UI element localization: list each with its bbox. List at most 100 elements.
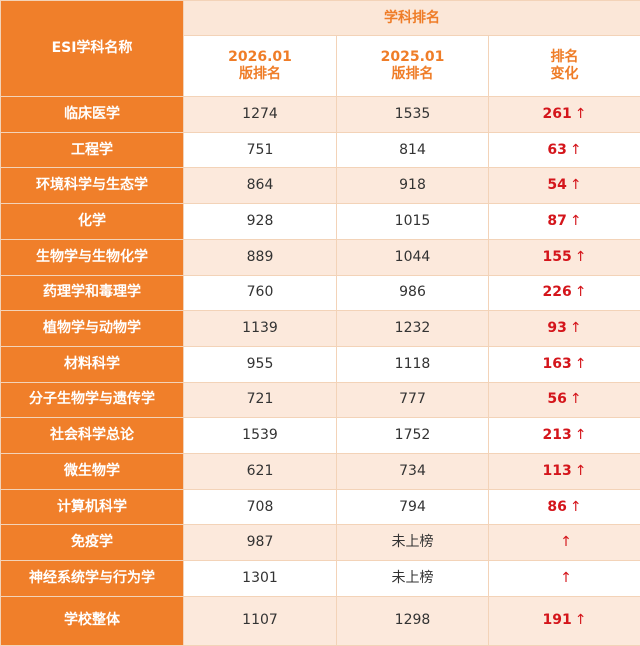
table-row: 材料科学 955 1118 163 ↑ [0, 345, 640, 383]
rank-change-value: 87 [547, 212, 567, 229]
arrow-up-icon: ↑ [574, 248, 587, 265]
rank-2026-cell: 864 [183, 167, 337, 205]
subject-name-cell: 工程学 [0, 131, 184, 169]
table-row: 计算机科学 708 794 86 ↑ [0, 488, 640, 526]
arrow-up-icon: ↑ [574, 427, 587, 444]
header-rank-change: 排名 变化 [488, 35, 640, 97]
rank-2025-cell: 1535 [336, 96, 489, 133]
arrow-up-icon: ↑ [569, 320, 582, 337]
rank-change-cell: 113 ↑ [488, 453, 640, 490]
table-row: 分子生物学与遗传学 721 777 56 ↑ [0, 381, 640, 419]
rank-2025-cell: 未上榜 [336, 524, 489, 562]
table-row: 环境科学与生态学 864 918 54 ↑ [0, 167, 640, 205]
rank-change-value: 226 [542, 284, 572, 301]
table-row: 临床医学 1274 1535 261 ↑ [0, 96, 640, 133]
rank-change-cell: ↑ [488, 524, 640, 562]
rank-2026-cell: 621 [183, 453, 337, 490]
rank-change-cell: 56 ↑ [488, 381, 640, 419]
header-rank-2026: 2026.01 版排名 [183, 35, 337, 97]
rank-2025-cell: 794 [336, 488, 489, 526]
rank-change-cell: ↑ [488, 560, 640, 597]
rank-2026-cell: 751 [183, 131, 337, 169]
arrow-up-icon: ↑ [569, 498, 582, 515]
rank-2026-cell: 1539 [183, 417, 337, 455]
rank-2026-cell: 889 [183, 238, 337, 276]
arrow-up-icon: ↑ [574, 105, 587, 122]
rank-2026-cell: 1301 [183, 560, 337, 597]
rank-2025-cell: 777 [336, 381, 489, 419]
header-rank-2026-label: 版排名 [239, 66, 281, 82]
table-row: 生物学与生物化学 889 1044 155 ↑ [0, 238, 640, 276]
rank-change-cell: 155 ↑ [488, 238, 640, 276]
subject-name-cell: 神经系统学与行为学 [0, 560, 184, 597]
rank-2026-cell: 760 [183, 274, 337, 312]
rank-change-cell: 63 ↑ [488, 131, 640, 169]
rank-change-value: 63 [547, 141, 567, 158]
subject-name-cell: 环境科学与生态学 [0, 167, 184, 205]
rank-2025-cell: 986 [336, 274, 489, 312]
rank-change-value: 56 [547, 391, 567, 408]
table-row: 工程学 751 814 63 ↑ [0, 131, 640, 169]
subject-name-cell: 临床医学 [0, 96, 184, 133]
rank-change-value: 191 [542, 612, 572, 629]
rank-change-cell: 86 ↑ [488, 488, 640, 526]
subject-name-cell: 微生物学 [0, 453, 184, 490]
rank-change-cell: 93 ↑ [488, 310, 640, 347]
rank-2026-cell: 928 [183, 203, 337, 240]
rank-2025-cell: 1118 [336, 345, 489, 383]
rank-change-cell: 87 ↑ [488, 203, 640, 240]
table-row: 化学 928 1015 87 ↑ [0, 203, 640, 240]
table-row: 植物学与动物学 1139 1232 93 ↑ [0, 310, 640, 347]
rank-change-value: 54 [547, 177, 567, 194]
rank-2025-cell: 814 [336, 131, 489, 169]
rank-2025-cell: 未上榜 [336, 560, 489, 597]
table-row: 社会科学总论 1539 1752 213 ↑ [0, 417, 640, 455]
table-row: 免疫学 987 未上榜 ↑ [0, 524, 640, 562]
rank-change-cell: 261 ↑ [488, 96, 640, 133]
header-subject-name: ESI学科名称 [0, 0, 184, 97]
rank-2025-cell: 1752 [336, 417, 489, 455]
rank-change-cell: 191 ↑ [488, 595, 640, 646]
rank-change-cell: 226 ↑ [488, 274, 640, 312]
arrow-up-icon: ↑ [569, 391, 582, 408]
rank-2026-cell: 721 [183, 381, 337, 419]
header-rank-2025-label: 版排名 [391, 66, 434, 82]
rank-change-value: 155 [542, 248, 572, 265]
subject-name-cell: 植物学与动物学 [0, 310, 184, 347]
rank-change-value: 86 [547, 498, 567, 515]
rank-change-cell: 213 ↑ [488, 417, 640, 455]
header-rank-2026-edition: 2026.01 [228, 49, 292, 65]
rank-change-value: 261 [542, 105, 572, 122]
rank-change-cell: 163 ↑ [488, 345, 640, 383]
rank-change-value: 113 [542, 462, 572, 479]
rank-2025-cell: 734 [336, 453, 489, 490]
rank-2026-cell: 1139 [183, 310, 337, 347]
table-row: 学校整体 1107 1298 191 ↑ [0, 595, 640, 646]
arrow-up-icon: ↑ [560, 569, 572, 586]
rank-change-value: 213 [542, 427, 572, 444]
header-rank-2025-edition: 2025.01 [380, 49, 445, 65]
subject-name-cell: 生物学与生物化学 [0, 238, 184, 276]
rank-change-cell: 54 ↑ [488, 167, 640, 205]
subject-name-cell: 药理学和毒理学 [0, 274, 184, 312]
rank-2026-cell: 1274 [183, 96, 337, 133]
rank-2025-cell: 1232 [336, 310, 489, 347]
arrow-up-icon: ↑ [569, 212, 582, 229]
rank-2026-cell: 708 [183, 488, 337, 526]
table-row: 神经系统学与行为学 1301 未上榜 ↑ [0, 560, 640, 597]
arrow-up-icon: ↑ [574, 462, 587, 479]
rank-2026-cell: 1107 [183, 595, 337, 646]
subject-name-cell: 材料科学 [0, 345, 184, 383]
header-rank-2025: 2025.01 版排名 [336, 35, 489, 97]
rank-change-value: 93 [547, 320, 567, 337]
arrow-up-icon: ↑ [569, 141, 582, 158]
rank-2025-cell: 918 [336, 167, 489, 205]
subject-name-cell: 社会科学总论 [0, 417, 184, 455]
table-row: 微生物学 621 734 113 ↑ [0, 453, 640, 490]
header-subject-ranking: 学科排名 [183, 0, 640, 36]
subject-name-cell: 化学 [0, 203, 184, 240]
rank-2025-cell: 1015 [336, 203, 489, 240]
arrow-up-icon: ↑ [574, 612, 587, 629]
subject-name-cell: 分子生物学与遗传学 [0, 381, 184, 419]
